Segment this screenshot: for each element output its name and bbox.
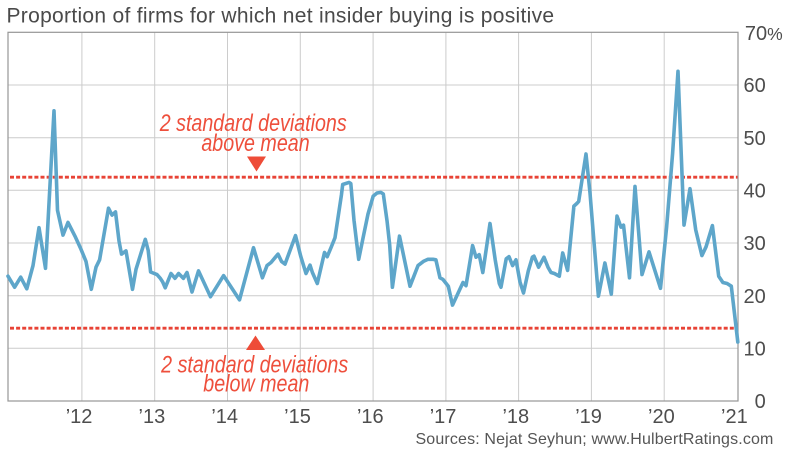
svg-text:2 standard deviations: 2 standard deviations [160,350,348,377]
svg-text:30: 30 [744,233,766,255]
svg-text:’20: ’20 [648,406,675,428]
svg-text:0: 0 [755,391,766,413]
svg-text:’18: ’18 [502,406,529,428]
svg-text:10: 10 [744,338,766,360]
svg-text:40: 40 [744,180,766,202]
svg-text:’19: ’19 [575,406,602,428]
svg-text:60: 60 [744,75,766,97]
svg-text:’15: ’15 [284,406,311,428]
svg-text:’14: ’14 [211,406,238,428]
svg-text:above mean: above mean [201,129,309,156]
svg-text:Proportion of firms for which: Proportion of firms for which net inside… [7,4,555,27]
svg-text:50: 50 [744,128,766,150]
svg-text:70%: 70% [745,23,783,45]
svg-text:Sources: Nejat Seyhun; www.Hul: Sources: Nejat Seyhun; www.HulbertRating… [415,431,773,448]
svg-text:’17: ’17 [430,406,457,428]
svg-text:20: 20 [744,286,766,308]
svg-text:’16: ’16 [357,406,384,428]
svg-text:2 standard deviations: 2 standard deviations [159,109,347,136]
svg-text:’21: ’21 [721,406,748,428]
svg-text:below mean: below mean [203,369,309,396]
svg-text:’13: ’13 [139,406,166,428]
svg-text:’12: ’12 [66,406,93,428]
